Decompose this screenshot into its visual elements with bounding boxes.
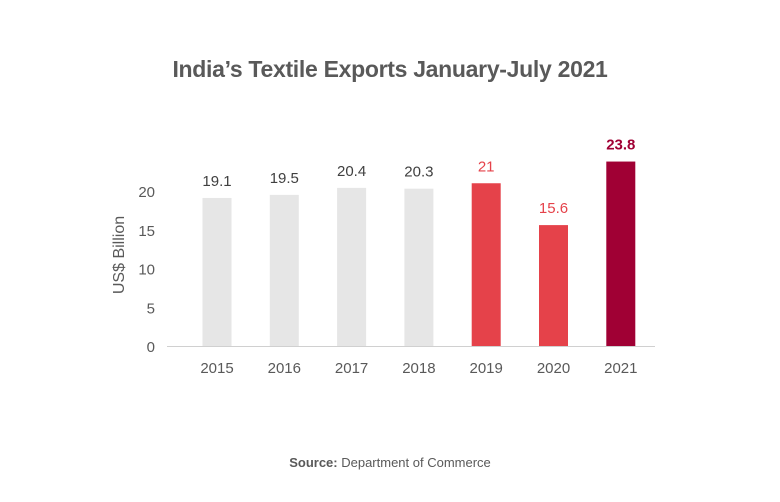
y-tick-label: 5 bbox=[147, 300, 155, 317]
data-label-2017: 20.4 bbox=[337, 163, 366, 180]
x-axis-ticks: 2015 2016 2017 2018 2019 2020 2021 bbox=[200, 360, 637, 377]
x-tick-label: 2016 bbox=[268, 360, 301, 377]
y-tick-label: 0 bbox=[147, 339, 155, 356]
source-label: Source: bbox=[289, 455, 338, 470]
bar-2017 bbox=[337, 187, 367, 346]
bar-2015 bbox=[202, 197, 232, 346]
x-tick-label: 2015 bbox=[200, 360, 233, 377]
chart-title: India’s Textile Exports January-July 202… bbox=[172, 56, 608, 82]
x-tick-label: 2021 bbox=[604, 360, 637, 377]
bar-2016 bbox=[269, 194, 299, 346]
source-note: Source: Department of Commerce bbox=[0, 455, 780, 470]
y-tick-label: 20 bbox=[138, 184, 155, 201]
bar-2019 bbox=[471, 183, 501, 346]
x-tick-label: 2020 bbox=[537, 360, 570, 377]
y-axis-label: US$ Billion bbox=[111, 216, 128, 294]
x-tick-label: 2018 bbox=[402, 360, 435, 377]
bar-2018 bbox=[404, 188, 434, 346]
y-axis-ticks: 0 5 10 15 20 bbox=[138, 184, 155, 356]
data-labels: 19.1 19.5 20.4 20.3 21 15.6 23.8 bbox=[202, 137, 635, 218]
y-tick-label: 10 bbox=[138, 262, 155, 279]
bars bbox=[202, 161, 636, 346]
data-label-2021: 23.8 bbox=[606, 137, 635, 154]
data-label-2016: 19.5 bbox=[270, 170, 299, 187]
y-tick-label: 15 bbox=[138, 223, 155, 240]
bar-2021 bbox=[606, 161, 636, 346]
source-text: Department of Commerce bbox=[337, 455, 491, 470]
x-tick-label: 2017 bbox=[335, 360, 368, 377]
x-tick-label: 2019 bbox=[470, 360, 503, 377]
data-label-2019: 21 bbox=[478, 158, 495, 175]
bar-2020 bbox=[539, 225, 568, 346]
data-label-2015: 19.1 bbox=[202, 173, 231, 190]
data-label-2018: 20.3 bbox=[404, 164, 433, 181]
data-label-2020: 15.6 bbox=[539, 200, 568, 217]
